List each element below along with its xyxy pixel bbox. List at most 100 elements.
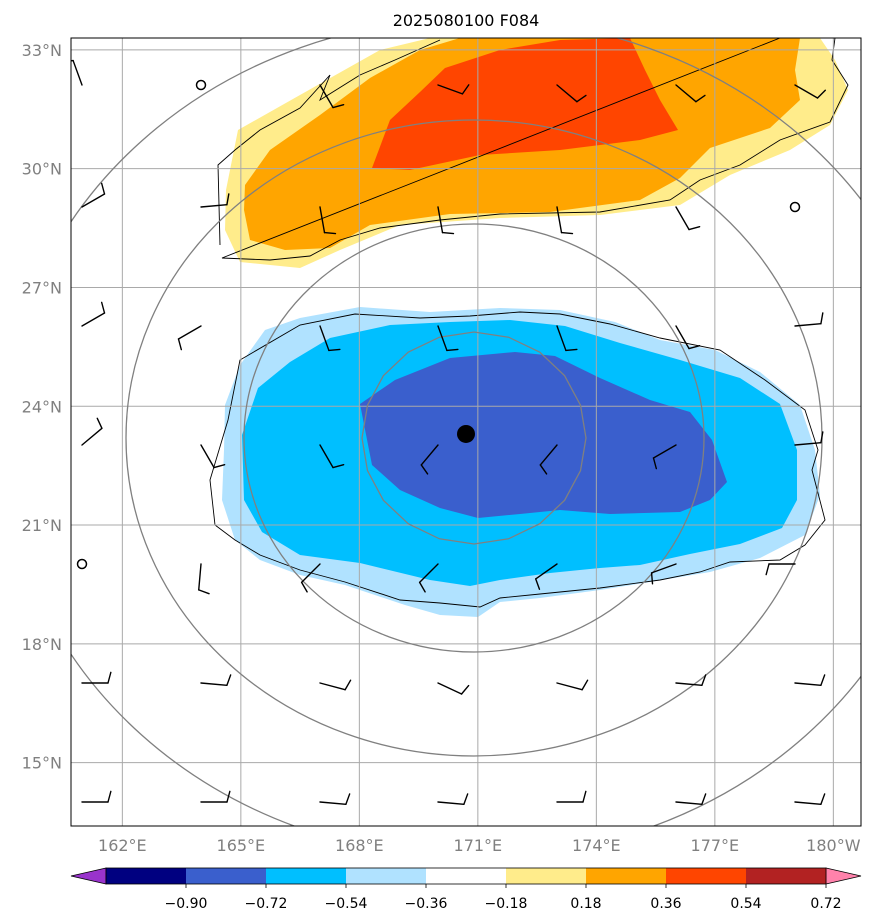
anomaly-contours — [209, 38, 849, 608]
wind-barb — [535, 563, 558, 590]
lat-tick-label: 15°N — [22, 754, 62, 773]
wind-barb — [794, 793, 826, 805]
colorbar-segment — [746, 868, 827, 884]
wind-barb — [418, 563, 439, 593]
wind-barb — [765, 563, 796, 576]
wind-barb — [794, 84, 826, 99]
colorbar-segment — [426, 868, 507, 884]
distance-ring — [243, 223, 705, 653]
colorbar-label: −0.72 — [245, 896, 288, 912]
wind-barb — [195, 79, 207, 91]
distance-ring — [361, 331, 587, 545]
wind-barb — [437, 325, 459, 352]
colorbar-segment — [346, 868, 427, 884]
wind-barb — [789, 201, 801, 213]
wind-barb — [319, 206, 337, 235]
wind-barb — [539, 444, 558, 475]
wind-barb — [437, 793, 469, 805]
wind-barb — [675, 206, 701, 231]
wind-barb — [794, 674, 826, 686]
colorbar-label: −0.36 — [405, 896, 448, 912]
negative-anomaly-fill — [222, 307, 820, 617]
wind-barb — [675, 84, 706, 103]
colorbar-segment — [106, 868, 187, 884]
wind-barb — [794, 431, 824, 446]
lon-tick-label: 171°E — [454, 836, 503, 855]
lon-tick-label: 180°W — [806, 836, 861, 855]
wind-barb — [300, 563, 321, 593]
colorbar-label: 0.54 — [730, 896, 761, 912]
wind-barb — [556, 325, 578, 352]
wind-barb — [675, 793, 707, 805]
colorbar-label: 0.18 — [570, 896, 601, 912]
wind-barb — [200, 790, 231, 803]
wind-barb — [81, 182, 106, 208]
wind-barb — [420, 444, 439, 475]
longitude-labels: 162°E 165°E 168°E 171°E 174°E 177°E 180°W — [98, 836, 861, 855]
distance-rings — [71, 38, 861, 826]
wind-barbs — [71, 59, 826, 805]
colorbar-label: 0.36 — [650, 896, 681, 912]
lat-tick-label: 21°N — [22, 516, 62, 535]
lon-tick-label: 162°E — [98, 836, 147, 855]
storm-center-marker — [457, 424, 475, 443]
wind-barb — [437, 682, 470, 695]
wind-barb — [177, 325, 202, 351]
latitude-labels: 33°N 30°N 27°N 24°N 21°N 18°N 15°N — [22, 41, 62, 773]
positive-contour — [217, 38, 849, 261]
wind-barb — [652, 444, 677, 470]
wind-barb — [650, 563, 677, 585]
wind-barb — [556, 206, 574, 235]
wind-barb — [556, 790, 587, 803]
lon-tick-label: 174°E — [572, 836, 621, 855]
wind-barb — [81, 301, 106, 327]
wind-barb — [81, 671, 112, 684]
lon-tick-label: 168°E — [335, 836, 384, 855]
negative-contour — [209, 311, 826, 608]
positive-anomaly-fill — [225, 38, 848, 268]
wind-barb — [319, 679, 352, 691]
colorbar-segment — [186, 868, 267, 884]
wind-barb — [200, 193, 230, 208]
colorbar-frame — [105, 867, 827, 885]
wind-barb — [81, 417, 103, 446]
wind-barb — [556, 679, 589, 691]
wind-barb — [794, 312, 824, 327]
wind-barb — [675, 325, 701, 350]
wind-barb — [437, 84, 470, 95]
wind-barb — [556, 84, 587, 103]
colorbar-extend-high — [825, 867, 862, 885]
wind-barb — [200, 444, 226, 469]
colorbar-label: 0.72 — [810, 896, 841, 912]
colorbar-label: −0.18 — [485, 896, 528, 912]
wind-barb — [81, 790, 112, 803]
lat-tick-label: 33°N — [22, 41, 62, 60]
lat-tick-label: 18°N — [22, 635, 62, 654]
lat-tick-label: 24°N — [22, 397, 62, 416]
lon-tick-label: 177°E — [691, 836, 740, 855]
wind-barb — [198, 563, 210, 595]
colorbar-label: −0.90 — [165, 896, 208, 912]
colorbar-segment — [506, 868, 587, 884]
wind-barb — [319, 84, 345, 109]
wind-barb — [319, 444, 345, 469]
lon-tick-label: 165°E — [217, 836, 266, 855]
wind-barb — [319, 325, 341, 352]
fill-neg-0.72-0.54 — [360, 352, 727, 518]
fill-0.54-0.72 — [372, 38, 678, 170]
wind-barb — [200, 674, 232, 686]
figure-title: 2025080100 F084 — [393, 11, 540, 30]
colorbar-label: −0.54 — [325, 896, 368, 912]
colorbar-segment — [586, 868, 667, 884]
lat-tick-label: 30°N — [22, 160, 62, 179]
colorbar: −0.90 −0.72 −0.54 −0.36 −0.18 0.18 0.36 0.54 0.7… — [70, 867, 862, 912]
colorbar-segment — [266, 868, 347, 884]
map-area — [71, 38, 861, 826]
colorbar-extend-low — [70, 867, 107, 885]
colorbar-segment — [666, 868, 747, 884]
wind-barb — [675, 674, 707, 686]
lat-tick-label: 27°N — [22, 278, 62, 297]
map-frame — [70, 37, 862, 827]
wind-barb — [319, 793, 351, 805]
